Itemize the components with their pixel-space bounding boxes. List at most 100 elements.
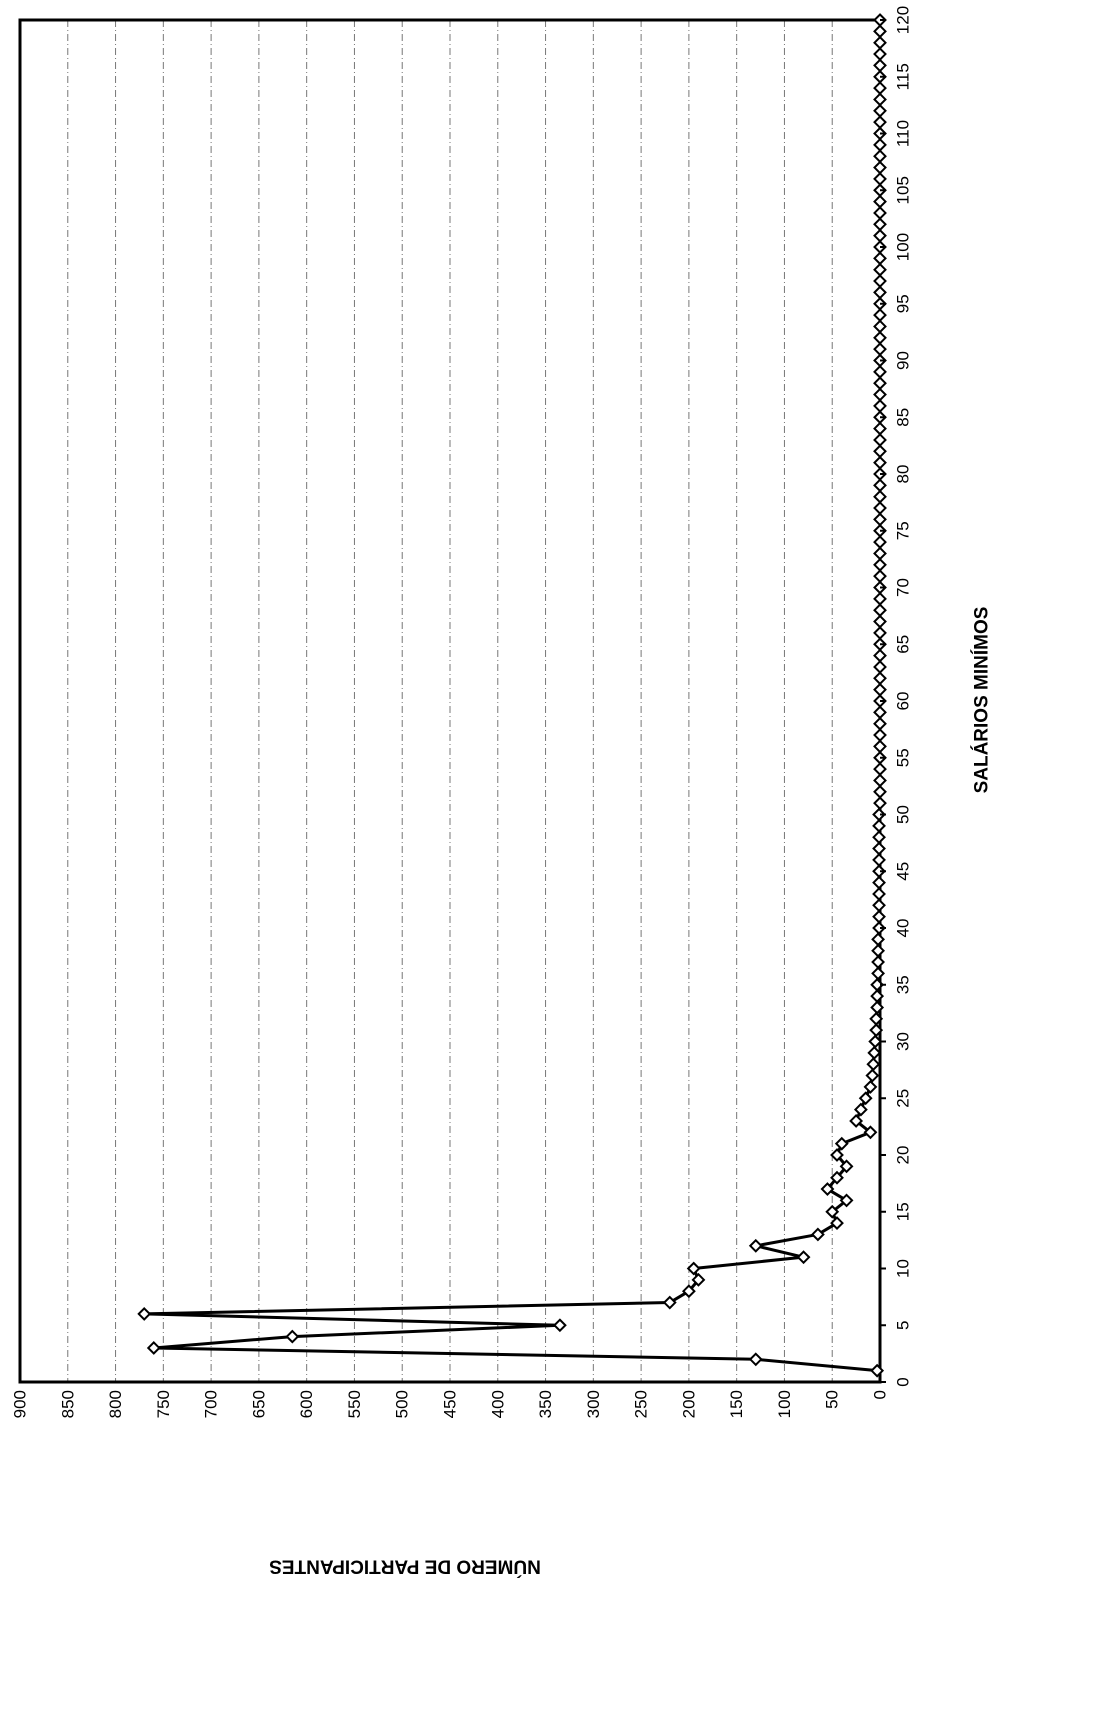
data-point xyxy=(873,308,887,323)
data-point xyxy=(873,569,887,584)
data-point xyxy=(863,1079,878,1094)
data-point xyxy=(871,932,886,947)
data-point xyxy=(871,943,886,958)
data-point xyxy=(863,1125,878,1140)
plot-area-frame xyxy=(18,18,882,1384)
data-point xyxy=(873,262,887,277)
data-point xyxy=(691,1272,706,1287)
data-point xyxy=(873,47,887,61)
data-point xyxy=(872,818,886,833)
data-point xyxy=(873,171,887,186)
data-point xyxy=(872,852,886,867)
y-tick-label: 400 xyxy=(488,1390,507,1418)
data-point xyxy=(873,342,887,357)
data-point xyxy=(873,92,887,107)
data-point xyxy=(830,1216,844,1231)
x-tick-label: 70 xyxy=(894,578,913,597)
y-tick-label: 300 xyxy=(584,1390,603,1418)
x-axis-tick-labels: 0 5 10 15 20 25 30 35 40 45 50 55 60 65 70 75 80 85 90 95 10… xyxy=(880,6,913,1387)
data-point xyxy=(873,682,887,697)
data-point xyxy=(810,1227,825,1242)
data-point xyxy=(873,228,887,243)
x-tick-label: 20 xyxy=(894,1146,913,1165)
data-point xyxy=(820,1182,835,1196)
data-point xyxy=(872,807,886,822)
data-point xyxy=(873,103,887,118)
data-point xyxy=(873,421,887,436)
data-point xyxy=(866,1057,881,1072)
y-axis-tick-labels: 0 50 100 150 200 250 300 350 400 450 500 550 600 650 7… xyxy=(11,1390,890,1418)
data-point xyxy=(873,660,887,674)
y-tick-label: 600 xyxy=(297,1390,316,1418)
data-point xyxy=(873,115,887,130)
y-tick-label: 500 xyxy=(393,1390,412,1418)
y-tick-label: 150 xyxy=(727,1390,746,1418)
x-tick-label: 80 xyxy=(894,465,913,484)
x-tick-label: 45 xyxy=(894,862,913,881)
data-point xyxy=(873,557,887,572)
y-tick-label: 450 xyxy=(441,1390,460,1418)
data-point xyxy=(870,1000,885,1015)
x-tick-label: 120 xyxy=(894,6,913,34)
data-point xyxy=(873,206,887,220)
data-point xyxy=(662,1295,677,1310)
data-point xyxy=(825,1204,840,1219)
data-point xyxy=(873,160,887,175)
data-point xyxy=(872,921,886,935)
data-point xyxy=(873,194,887,209)
y-tick-label: 200 xyxy=(679,1390,698,1418)
data-point xyxy=(873,387,887,402)
data-point xyxy=(873,614,887,629)
y-tick-label: 700 xyxy=(202,1390,221,1418)
data-point xyxy=(872,898,886,913)
data-point xyxy=(552,1318,567,1333)
data-point xyxy=(873,512,887,527)
data-point xyxy=(865,1068,880,1083)
data-point xyxy=(873,603,887,618)
data-point xyxy=(872,875,886,890)
y-tick-label: 550 xyxy=(345,1390,364,1418)
data-point xyxy=(870,977,885,992)
data-point xyxy=(870,1363,885,1378)
data-point xyxy=(873,433,887,447)
data-point xyxy=(872,830,886,845)
data-point xyxy=(839,1193,854,1208)
data-point xyxy=(873,217,887,232)
data-point xyxy=(748,1352,763,1367)
data-point xyxy=(867,1045,882,1060)
data-point xyxy=(873,376,887,391)
data-point xyxy=(830,1170,844,1185)
data-point xyxy=(873,796,887,811)
data-point xyxy=(873,648,887,663)
data-point xyxy=(853,1102,868,1117)
data-point xyxy=(873,501,887,515)
data-point xyxy=(873,784,887,799)
data-point xyxy=(873,149,887,164)
data-point xyxy=(872,841,886,856)
data-point xyxy=(834,1136,849,1151)
x-tick-label: 50 xyxy=(894,805,913,824)
data-point xyxy=(137,1306,152,1321)
data-point xyxy=(872,864,886,879)
data-point xyxy=(873,478,887,493)
data-point xyxy=(873,489,887,504)
y-tick-label: 650 xyxy=(249,1390,268,1418)
data-point xyxy=(873,705,887,720)
data-point xyxy=(873,762,887,777)
data-point xyxy=(873,671,887,686)
data-point xyxy=(873,716,887,731)
data-point xyxy=(872,887,886,901)
data-point xyxy=(873,364,887,379)
data-point xyxy=(873,546,887,561)
data-point xyxy=(872,909,886,924)
data-point xyxy=(146,1341,161,1355)
x-tick-label: 60 xyxy=(894,692,913,711)
x-tick-label: 0 xyxy=(894,1377,913,1386)
x-tick-label: 115 xyxy=(894,63,913,90)
data-point xyxy=(681,1284,696,1299)
data-point xyxy=(796,1250,811,1265)
data-point xyxy=(869,1023,884,1038)
data-point xyxy=(873,81,887,96)
data-point xyxy=(873,739,887,754)
